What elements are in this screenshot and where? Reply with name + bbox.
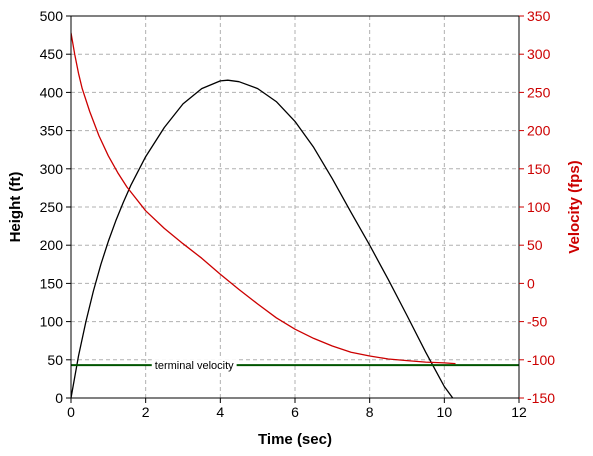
y-left-tick-label: 50 (47, 352, 63, 368)
y-right-tick-label: 50 (527, 237, 543, 253)
velocity-series-line (71, 32, 456, 365)
y-right-tick-label: 250 (527, 84, 551, 100)
y-axis-left-title: Height (ft) (7, 172, 24, 243)
y-right-tick-label: 200 (527, 123, 551, 139)
x-tick-label: 12 (511, 404, 527, 420)
y-right-tick-label: 0 (527, 275, 535, 291)
x-tick-label: 0 (67, 404, 75, 420)
x-tick-label: 10 (437, 404, 453, 420)
x-axis-title: Time (sec) (258, 431, 332, 448)
y-right-tick-label: 350 (527, 8, 551, 24)
x-tick-label: 6 (291, 404, 299, 420)
y-left-tick-label: 0 (55, 390, 63, 406)
terminal-velocity-label-bg (151, 359, 237, 372)
y-left-tick-label: 450 (40, 46, 64, 62)
y-right-tick-label: -150 (527, 390, 555, 406)
annotations-group: terminal velocity (151, 359, 237, 372)
x-tick-label: 4 (216, 404, 224, 420)
y-right-tick-label: 300 (527, 46, 551, 62)
y-left-tick-label: 150 (40, 275, 64, 291)
y-right-tick-label: 100 (527, 199, 551, 215)
grid (71, 16, 519, 398)
y-right-tick-label: -100 (527, 352, 555, 368)
y-left-tick-label: 350 (40, 123, 64, 139)
y-right-tick-label: 150 (527, 161, 551, 177)
y-left-tick-label: 250 (40, 199, 64, 215)
x-tick-label: 2 (142, 404, 150, 420)
y-left-tick-label: 400 (40, 84, 64, 100)
y-left-tick-label: 300 (40, 161, 64, 177)
y-left-tick-label: 500 (40, 8, 64, 24)
y-right-tick-label: -50 (527, 314, 547, 330)
terminal-velocity-label: terminal velocity (155, 360, 234, 372)
y-left-tick-label: 200 (40, 237, 64, 253)
ticks-group: 0 2 4 6 8 10 12050100150200250300350400450500-… (40, 8, 556, 420)
y-axis-right-title: Velocity (fps) (566, 160, 583, 253)
series-group (71, 32, 519, 398)
x-tick-label: 8 (366, 404, 374, 420)
height-series-line (71, 79, 454, 398)
y-left-tick-label: 100 (40, 314, 64, 330)
